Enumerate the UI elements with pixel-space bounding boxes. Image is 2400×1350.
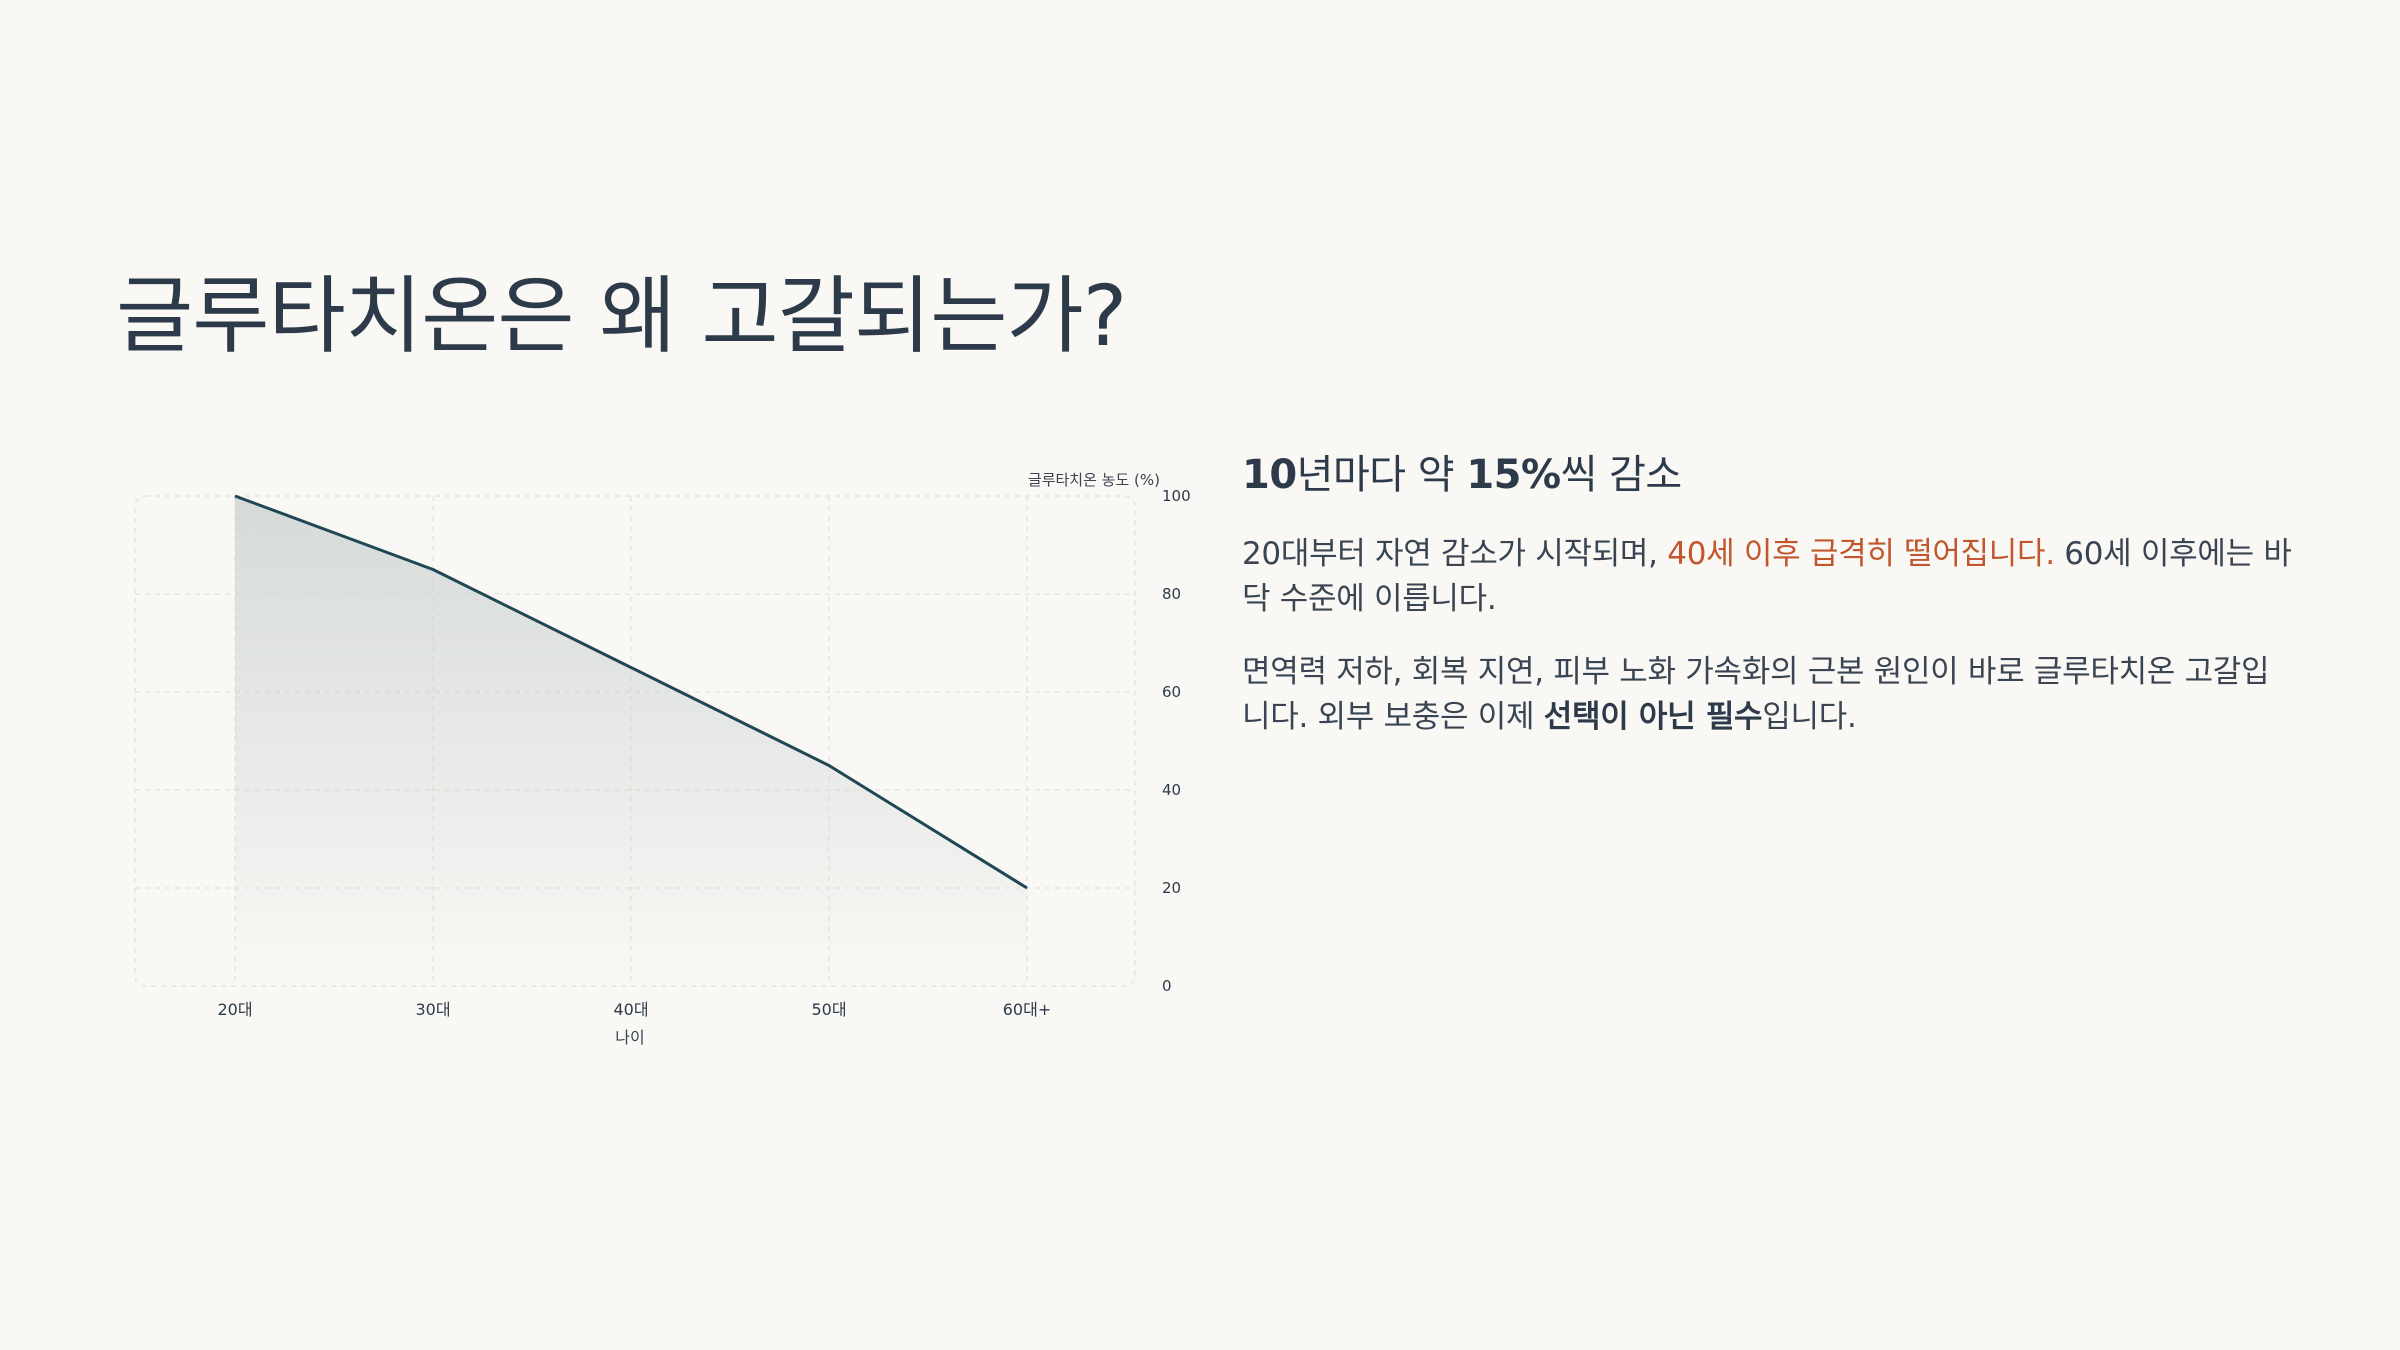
- p2-text-b: 입니다.: [1762, 698, 1857, 735]
- heading-percent: 15%: [1466, 452, 1561, 498]
- heading-decade-number: 10: [1242, 452, 1297, 498]
- paragraph-decline: 20대부터 자연 감소가 시작되며, 40세 이후 급격히 떨어집니다. 60세…: [1242, 532, 2292, 622]
- y-axis-label: 글루타치온 농도 (%): [1028, 471, 1160, 489]
- p1-highlight: 40세 이후 급격히 떨어집니다.: [1667, 536, 2055, 572]
- y-tick-label: 0: [1162, 977, 1172, 995]
- series-line: [234, 494, 1028, 890]
- heading-text-a: 년마다 약: [1296, 452, 1467, 498]
- x-tick-label: 50대: [811, 1000, 846, 1019]
- x-tick-label: 20대: [217, 1000, 252, 1019]
- y-tick-label: 80: [1162, 585, 1181, 603]
- info-panel: 10년마다 약 15%씩 감소 20대부터 자연 감소가 시작되며, 40세 이…: [1242, 450, 2292, 768]
- p1-text-b: 60세 이후에는 바닥 수준에 이릅니다.: [1242, 536, 2292, 617]
- p2-text-a: 면역력 저하, 회복 지연, 피부 노화 가속화의 근본 원인이 바로 글루타치…: [1242, 653, 2270, 735]
- paragraph-cause: 면역력 저하, 회복 지연, 피부 노화 가속화의 근본 원인이 바로 글루타치…: [1242, 650, 2292, 740]
- y-tick-label: 60: [1162, 683, 1181, 701]
- x-axis-label: 나이: [615, 1028, 644, 1047]
- decline-rate-heading: 10년마다 약 15%씩 감소: [1242, 450, 2292, 500]
- x-tick-label: 30대: [415, 1000, 450, 1019]
- p2-emphasis: 선택이 아닌 필수: [1543, 698, 1763, 735]
- page-title: 글루타치온은 왜 고갈되는가?: [116, 267, 1127, 365]
- x-tick-label: 60대+: [1003, 1000, 1052, 1019]
- chart-container: 0 20 40 60 80 100 20대 30대 40대 50대 60대+ 글루타치온 농도 (%…: [120, 455, 1200, 1075]
- p1-text-a: 20대부터 자연 감소가 시작되며,: [1242, 536, 1668, 572]
- glutathione-decline-chart: 0 20 40 60 80 100 20대 30대 40대 50대 60대+ 글루타치온 농도 (%…: [134, 471, 1191, 1047]
- y-tick-label: 20: [1162, 879, 1181, 897]
- heading-text-b: 씩 감소: [1560, 452, 1683, 498]
- y-tick-label: 100: [1162, 487, 1191, 505]
- area-fill: [235, 496, 1027, 986]
- y-tick-label: 40: [1162, 781, 1181, 799]
- x-tick-label: 40대: [613, 1000, 648, 1019]
